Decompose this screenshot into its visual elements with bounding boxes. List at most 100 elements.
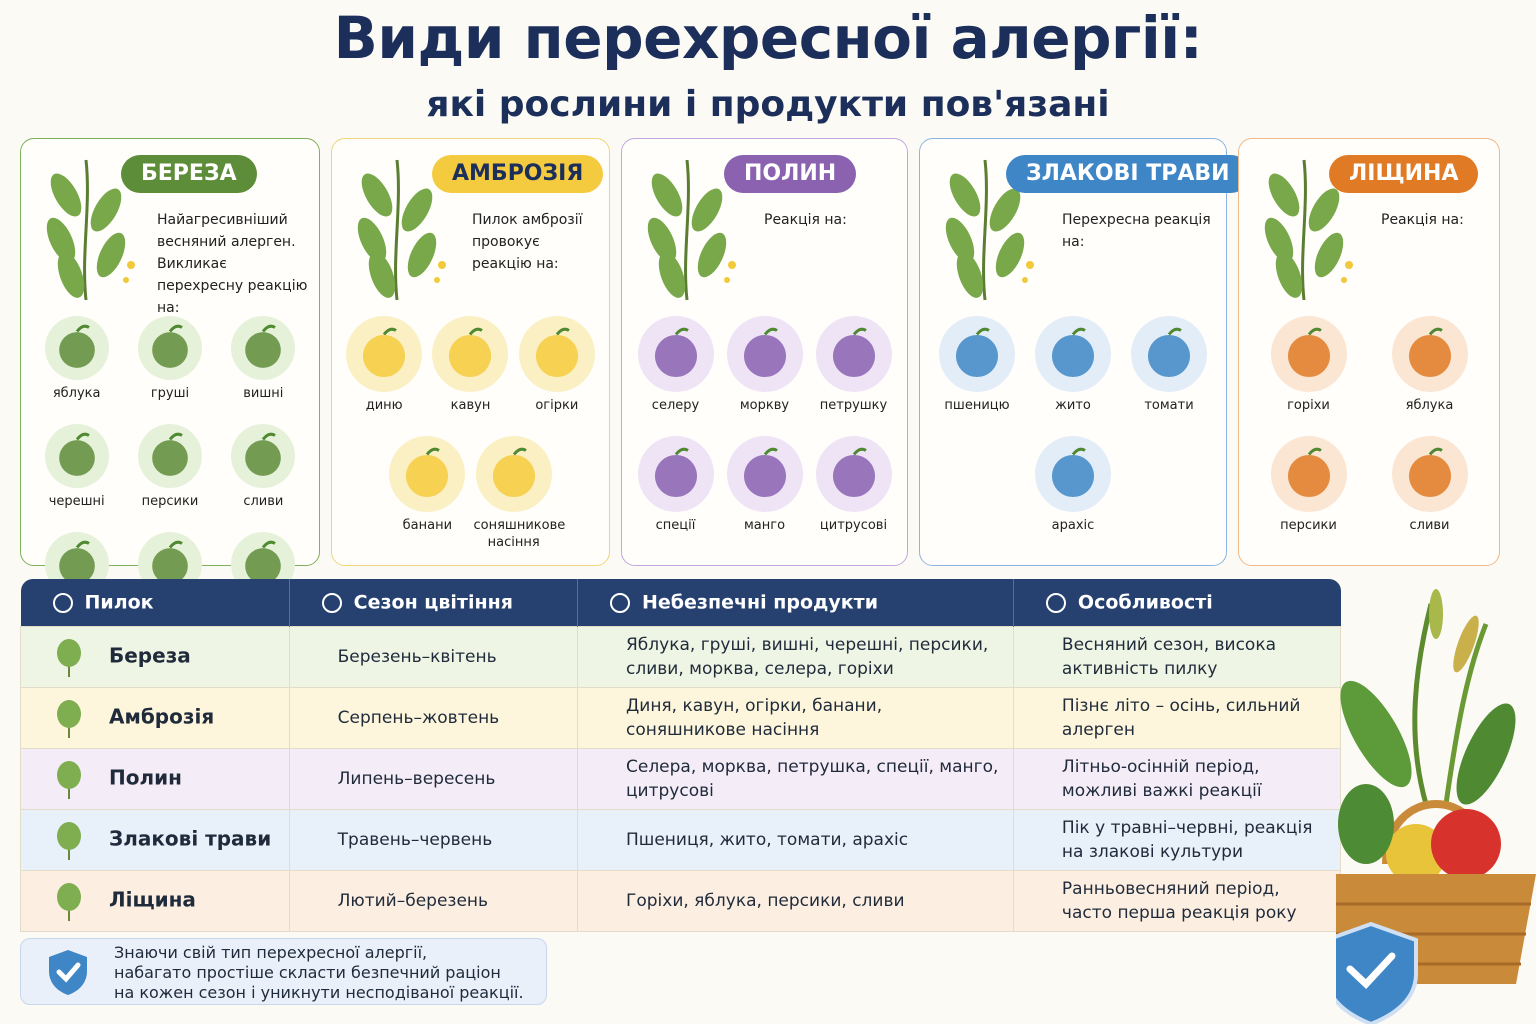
note-line: Знаючи свій тип перехресної алергії,	[114, 943, 428, 962]
item-icon	[137, 316, 202, 380]
item-icon	[231, 424, 296, 488]
icon-leaf	[469, 327, 484, 336]
row-icon	[57, 761, 81, 799]
item-icon	[475, 436, 552, 512]
cell-text: Серпень–жовтень	[337, 708, 500, 728]
subtitle: які рослини і продукти пов'язані	[426, 84, 1110, 125]
icon-fruit	[245, 440, 282, 476]
icon-fruit	[492, 454, 535, 498]
table-cell: Диня, кавун, огірки, банани, соняшникове…	[576, 687, 1014, 749]
icon-fruit	[1287, 334, 1330, 378]
column-header: Небезпечні продукти	[577, 579, 1014, 627]
cell-text: Літньо-осінній період, можливі важкі реа…	[1061, 757, 1262, 801]
icon-fruit	[955, 334, 999, 378]
item-label: персики	[141, 494, 199, 509]
stem	[394, 159, 400, 301]
leaf	[1314, 232, 1344, 278]
icon-leaf	[1167, 327, 1182, 336]
leaf	[50, 173, 82, 217]
icon-shape	[321, 592, 342, 613]
icon-leaf	[262, 540, 277, 549]
icon-shape	[609, 592, 630, 613]
icon-leaf	[512, 447, 527, 456]
cell-text: Ранньовесняний період, часто перша реакц…	[1061, 879, 1297, 923]
leaf	[647, 217, 677, 263]
item-icon	[1391, 316, 1468, 392]
item: горіхи	[1248, 315, 1369, 435]
leaf	[658, 252, 686, 298]
card-description: Реакція на:	[764, 212, 847, 228]
item-label: цитрусові	[819, 518, 888, 533]
stem	[1301, 159, 1307, 301]
item-label: селеру	[651, 398, 700, 413]
icon-fruit	[1051, 334, 1095, 378]
table-cell: Травень–червень	[288, 809, 578, 871]
icon-shape	[52, 592, 73, 613]
icon-fruit	[152, 440, 188, 476]
table-cell: Березень–квітень	[288, 626, 578, 688]
plant-illustration	[945, 159, 1034, 301]
item: сливи	[217, 423, 310, 531]
item: персики	[123, 423, 216, 531]
item-grid: селеру моркву петрушку спеції манго цитрусові	[622, 315, 907, 555]
icon-leaf	[852, 447, 867, 456]
column-header: Сезон цвітіння	[289, 579, 578, 627]
table-cell: Липень–вересень	[288, 748, 578, 810]
item-grid: яблукагрушівишнічерешніперсикисливиморкв…	[21, 315, 319, 639]
leaf	[945, 217, 975, 263]
plant-illustration	[1264, 159, 1353, 301]
row-icon	[57, 700, 81, 738]
card: ЛІЩИНА Реакція на: горіхи яблука персики слив…	[1238, 138, 1500, 566]
item-label: петрушку	[819, 398, 888, 413]
icon-leaves	[57, 761, 81, 789]
header-text: Небезпечні продукти	[641, 591, 879, 613]
leaf	[989, 188, 1021, 232]
item-icon	[815, 436, 892, 512]
row-icon	[57, 822, 81, 860]
table-cell: Пік у травні–червні, реакція на злакові …	[1012, 809, 1342, 871]
item-icon	[1035, 316, 1111, 392]
leaf	[46, 217, 76, 263]
card: ЗЛАКОВІ ТРАВИ Перехресна реакція на: пшени…	[919, 138, 1250, 566]
item-grid: горіхи яблука персики сливи	[1239, 315, 1499, 555]
note-line: на кожен сезон і уникнути несподіваної р…	[114, 983, 524, 1002]
item-label: сливи	[1409, 518, 1450, 533]
item: селеру	[631, 315, 720, 435]
item-label: яблука	[52, 386, 101, 401]
item: черешні	[30, 423, 123, 531]
card: БЕРЕЗА Найагресивніший весняний алерген. …	[20, 138, 320, 617]
icon-fruit	[152, 332, 188, 368]
pollen	[1026, 261, 1034, 269]
item-icon	[137, 424, 202, 488]
pollen-cell: Полин	[20, 748, 290, 810]
icon-fruit	[152, 548, 188, 584]
item: кавун	[427, 315, 513, 435]
card-title: БЕРЕЗА	[121, 155, 257, 193]
item-icon	[518, 316, 595, 392]
icon-fruit	[363, 334, 406, 378]
icon-fruit	[832, 334, 875, 378]
icon-leaves	[57, 822, 81, 850]
stem	[982, 159, 988, 301]
cell-text: Пік у травні–червні, реакція на злакові …	[1061, 818, 1313, 862]
leaf	[1264, 217, 1294, 263]
item-icon	[637, 316, 714, 392]
pollen	[728, 261, 736, 269]
icon-fruit	[535, 334, 578, 378]
icon-fruit	[1287, 454, 1330, 498]
card: ПОЛИН Реакція на: селеру моркву петрушку спец…	[621, 138, 908, 566]
item-icon	[1131, 316, 1207, 392]
icon-leaf	[262, 324, 277, 333]
icon-leaves	[57, 700, 81, 728]
icon-leaf	[168, 432, 183, 441]
item-icon	[1270, 436, 1347, 512]
leaf	[401, 188, 433, 232]
icon-fruit	[58, 332, 95, 368]
item-icon	[1035, 436, 1111, 512]
icon-fruit	[245, 332, 282, 368]
item-icon	[637, 436, 714, 512]
pollen	[123, 277, 129, 283]
table-cell: Пшениця, жито, томати, арахіс	[576, 809, 1014, 871]
plant-illustration	[46, 159, 135, 301]
icon-fruit	[654, 334, 697, 378]
